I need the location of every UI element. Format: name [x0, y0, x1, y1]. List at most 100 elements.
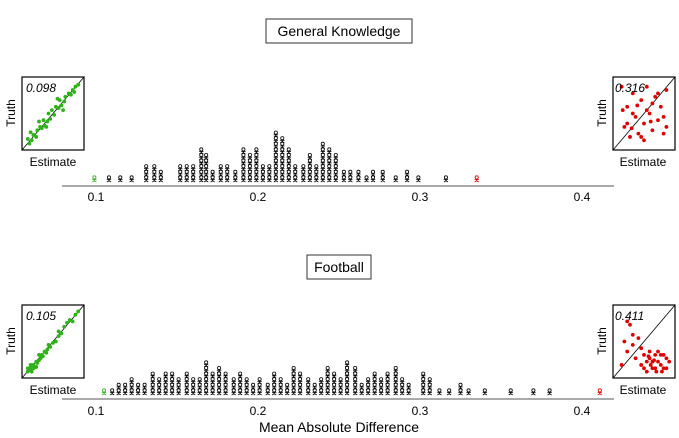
person-dot — [143, 169, 149, 177]
inset-point — [667, 359, 672, 364]
person-dot — [241, 175, 246, 183]
inset-point — [25, 366, 30, 371]
inset-point — [650, 101, 655, 106]
inset-point — [62, 324, 67, 329]
inset-point — [630, 91, 635, 96]
inset-point — [628, 322, 632, 327]
person-dot — [178, 169, 183, 177]
person-dot — [184, 169, 189, 177]
person-dot — [223, 388, 228, 396]
person-dot — [129, 377, 134, 385]
person-dot — [184, 377, 189, 385]
person-dot — [399, 382, 405, 390]
inset-ylabel-truth: Truth — [595, 327, 609, 355]
best-inset-value: 0.098 — [26, 81, 56, 95]
inset-point — [656, 359, 660, 364]
person-dot — [348, 175, 353, 183]
inset-point — [27, 141, 32, 146]
inset-point — [61, 108, 65, 113]
person-dot — [466, 388, 471, 396]
person-dot — [237, 382, 243, 390]
best-inset-points — [21, 76, 85, 151]
person-dot — [273, 130, 279, 138]
person-dot — [331, 382, 337, 390]
person-dot — [109, 388, 115, 396]
person-dot — [210, 388, 215, 396]
person-dot — [344, 377, 350, 385]
person-dot — [257, 377, 262, 385]
inset-point — [35, 128, 40, 133]
person-dot — [129, 382, 134, 390]
person-dot — [247, 164, 253, 172]
worst-inset: 0.316 Truth Estimate — [595, 76, 676, 169]
person-dot — [178, 164, 183, 172]
person-dot — [331, 371, 337, 379]
inset-point — [41, 354, 45, 359]
inset-point — [625, 319, 630, 324]
inset-point — [653, 366, 658, 371]
person-dot — [385, 377, 390, 385]
person-dot — [380, 169, 385, 177]
person-dot — [474, 175, 479, 183]
inset-point — [622, 339, 627, 344]
person-dot — [190, 388, 196, 396]
identity-line — [612, 76, 676, 151]
inset-point — [34, 365, 39, 369]
inset-point — [647, 349, 652, 354]
person-dot — [327, 164, 332, 172]
inset-point — [52, 112, 57, 117]
person-dot — [273, 175, 279, 183]
person-dot — [169, 388, 175, 396]
person-dot — [314, 175, 319, 183]
inset-point — [41, 118, 46, 123]
inset-point — [65, 320, 69, 325]
panel-football: Football 0.1 0.2 0.3 0.4 0.105 Truth Est… — [4, 254, 676, 418]
inset-point — [76, 309, 81, 314]
person-dot — [152, 169, 157, 177]
person-dot — [352, 371, 358, 379]
person-dot — [216, 388, 222, 396]
person-dot — [203, 169, 209, 177]
person-dot — [224, 175, 230, 183]
inset-point — [661, 353, 666, 357]
inset-point — [62, 99, 67, 104]
inset-point — [656, 118, 660, 123]
person-dot — [446, 388, 452, 396]
person-dot — [348, 169, 353, 177]
person-dot — [231, 377, 236, 385]
inset-point — [70, 319, 75, 324]
person-dot — [223, 377, 228, 385]
person-dot — [365, 382, 371, 390]
person-dot — [169, 377, 175, 385]
person-dot — [135, 388, 141, 396]
person-dot — [286, 175, 292, 183]
inset-point — [639, 98, 644, 102]
inset-point — [619, 363, 624, 367]
person-dot — [190, 377, 196, 385]
x-tick-label: 0.1 — [88, 404, 105, 418]
panel-general-knowledge: General Knowledge 0.1 0.2 0.3 0.4 0.098 … — [4, 18, 676, 204]
panel-title: General Knowledge — [278, 23, 401, 39]
person-dot — [247, 169, 253, 177]
person-dot — [301, 164, 306, 172]
inset-point — [630, 111, 635, 116]
inset-point — [59, 331, 64, 336]
identity-line — [612, 304, 676, 379]
person-dot — [265, 382, 270, 390]
person-dot — [224, 169, 230, 177]
person-dot — [307, 175, 313, 183]
person-dot — [203, 175, 209, 183]
inset-point — [625, 104, 630, 109]
inset-point — [644, 108, 649, 113]
person-dot — [250, 388, 256, 396]
inset-point — [620, 108, 625, 113]
person-dot — [333, 158, 338, 166]
inset-xlabel-estimate: Estimate — [30, 383, 77, 397]
person-dot — [314, 169, 319, 177]
person-dot — [286, 169, 292, 177]
inset-point — [648, 119, 653, 124]
person-dot — [265, 388, 270, 396]
person-dot — [190, 169, 196, 177]
person-dot — [280, 164, 285, 172]
person-dot — [427, 382, 432, 390]
